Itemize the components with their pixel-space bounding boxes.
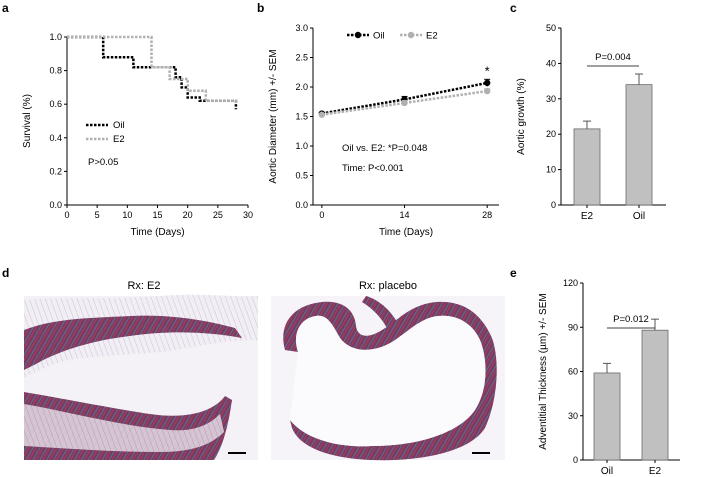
histology-image-e2 <box>24 294 258 460</box>
histology-label-e2: Rx: E2 <box>127 280 160 292</box>
adventitial-thickness-chart: 0 30 60 90 120 Adventitial Thickness (µm) +/-… <box>538 278 680 477</box>
time-effect-annotation: Time: P<0.001 <box>342 163 404 174</box>
x-tick-label: 14 <box>400 210 410 220</box>
y-tick-label: 30 <box>568 411 578 421</box>
y-tick-label: 2.5 <box>295 53 308 63</box>
legend-label-e2: E2 <box>426 31 438 42</box>
x-tick-label: 25 <box>213 210 223 220</box>
data-point-oil <box>483 79 491 87</box>
survival-curve-e2 <box>67 35 238 105</box>
panel-label-e: e <box>510 266 517 280</box>
legend-marker-e2 <box>407 31 415 39</box>
x-category-label: Oil <box>633 211 645 222</box>
y-tick-label: 1.5 <box>295 112 308 122</box>
y-tick-label: 0.2 <box>49 166 62 176</box>
x-axis-label: Time (Days) <box>379 227 433 238</box>
x-axis-label: Time (Days) <box>130 227 184 238</box>
y-tick-label: 10 <box>546 165 556 175</box>
y-tick-label: 0.5 <box>295 171 308 181</box>
bar-e2 <box>641 329 669 461</box>
panel-label-a: a <box>2 1 9 15</box>
data-point-e2 <box>401 99 408 107</box>
y-tick-label: 1.0 <box>295 141 308 151</box>
x-category-label: Oil <box>601 466 613 477</box>
significance-star: * <box>485 63 490 78</box>
x-tick-label: 15 <box>152 210 162 220</box>
panel-label-b: b <box>257 1 264 15</box>
survival-chart: 0.0 0.2 0.4 0.6 0.8 1.0 0 5 10 15 20 25 30 Survival (… <box>22 32 253 238</box>
histology-image-placebo <box>271 296 505 461</box>
y-axis-label: Adventitial Thickness (µm) +/- SEM <box>538 293 549 449</box>
x-tick-label: 0 <box>319 210 324 220</box>
y-tick-label: 0.0 <box>295 200 308 210</box>
aortic-growth-chart: 0 10 20 30 40 50 Aortic growth (%) E2 Oil P=0.004 <box>516 23 666 222</box>
x-category-label: E2 <box>649 466 662 477</box>
data-point-e2 <box>318 111 326 118</box>
x-tick-label: 20 <box>183 210 193 220</box>
legend-marker-oil <box>354 31 362 39</box>
y-tick-label: 0.6 <box>49 99 62 109</box>
y-tick-label: 0 <box>551 200 556 210</box>
p-value-annotation: P>0.05 <box>88 157 118 168</box>
data-point-e2 <box>483 87 491 95</box>
y-tick-label: 120 <box>563 278 578 288</box>
panel-label-d: d <box>2 266 9 280</box>
bar-oil <box>625 84 653 206</box>
y-tick-label: 20 <box>546 129 556 139</box>
x-tick-label: 5 <box>95 210 100 220</box>
y-tick-label: 40 <box>546 58 556 68</box>
y-tick-label: 0 <box>573 455 578 465</box>
y-tick-label: 0.4 <box>49 133 62 143</box>
x-tick-label: 10 <box>122 210 132 220</box>
group-comparison-annotation: Oil vs. E2: *P=0.048 <box>342 143 427 154</box>
histology-panel: Rx: E2 Rx: placebo <box>24 280 505 461</box>
p-value-annotation: P=0.012 <box>613 314 649 325</box>
survival-curve-oil <box>67 35 238 110</box>
x-tick-label: 0 <box>64 210 69 220</box>
y-tick-label: 60 <box>568 367 578 377</box>
y-tick-label: 2.0 <box>295 82 308 92</box>
x-tick-label: 30 <box>243 210 253 220</box>
y-tick-label: 1.0 <box>49 32 62 42</box>
aortic-diameter-chart: 0.0 0.5 1.0 1.5 2.0 2.5 3.0 0 14 28 Aortic Diamete… <box>268 23 499 238</box>
x-tick-label: 28 <box>482 210 492 220</box>
y-tick-label: 0.8 <box>49 66 62 76</box>
panel-label-c: c <box>510 1 517 15</box>
bar-e2 <box>573 128 601 206</box>
y-axis-label: Survival (%) <box>22 94 33 148</box>
diameter-line-oil <box>321 81 488 115</box>
bar-oil <box>593 372 621 461</box>
y-tick-label: 90 <box>568 322 578 332</box>
y-axis-label: Aortic growth (%) <box>516 78 527 155</box>
y-tick-label: 3.0 <box>295 23 308 33</box>
y-tick-label: 30 <box>546 94 556 104</box>
legend-label-e2: E2 <box>113 134 125 145</box>
p-value-annotation: P=0.004 <box>595 52 631 63</box>
legend-label-oil: Oil <box>113 120 125 131</box>
histology-label-placebo: Rx: placebo <box>359 280 417 292</box>
y-tick-label: 50 <box>546 23 556 33</box>
y-tick-label: 0.0 <box>49 200 62 210</box>
legend-label-oil: Oil <box>373 31 385 42</box>
x-category-label: E2 <box>581 211 594 222</box>
y-axis-label: Aortic Diameter (mm) +/- SEM <box>268 49 279 183</box>
